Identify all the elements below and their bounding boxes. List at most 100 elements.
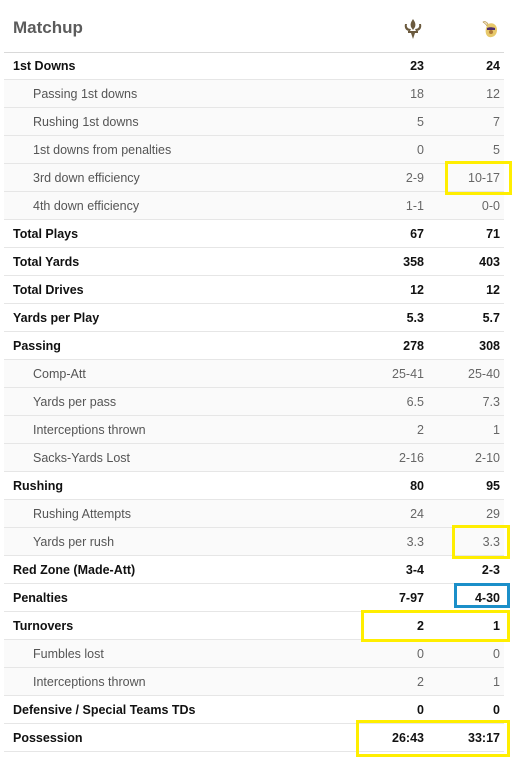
stat-row: Defensive / Special Teams TDs 0 0	[4, 696, 504, 724]
saints-value: 0	[417, 703, 424, 717]
vikings-value: 1	[493, 423, 500, 437]
saints-value: 0	[417, 143, 424, 157]
saints-value: 0	[417, 647, 424, 661]
stat-row: Total Yards 358 403	[4, 248, 504, 276]
vikings-value: 0-0	[481, 199, 500, 213]
stat-row: Fumbles lost 0 0	[4, 640, 504, 668]
stat-row: Rushing 1st downs 5 7	[4, 108, 504, 136]
saints-value: 3.3	[406, 535, 424, 549]
saints-value: 23	[410, 59, 424, 73]
saints-value: 7-97	[398, 591, 424, 605]
vikings-value: 24	[486, 59, 500, 73]
saints-value: 2-9	[405, 171, 424, 185]
stat-label: Red Zone (Made-Att)	[13, 563, 136, 577]
saints-value: 12	[410, 283, 424, 297]
vikings-value: 2-3	[481, 563, 500, 577]
stat-label: 4th down efficiency	[33, 199, 140, 213]
vikings-value: 5.7	[482, 311, 500, 325]
stat-label: Defensive / Special Teams TDs	[13, 703, 196, 717]
stat-row: Red Zone (Made-Att) 3-4 2-3	[4, 556, 504, 584]
stat-label: Interceptions thrown	[33, 423, 146, 437]
stat-label: Passing 1st downs	[33, 87, 138, 101]
saints-value: 2	[417, 423, 424, 437]
saints-value: 26:43	[392, 731, 424, 745]
stat-label: Turnovers	[13, 619, 74, 633]
saints-value: 25-41	[392, 367, 424, 381]
stat-row: 4th down efficiency 1-1 0-0	[4, 192, 504, 220]
stat-row: 1st downs from penalties 0 5	[4, 136, 504, 164]
vikings-value: 0	[493, 647, 500, 661]
vikings-logo-icon	[482, 21, 497, 38]
saints-value: 358	[403, 255, 424, 269]
stat-label: Rushing 1st downs	[33, 115, 139, 129]
vikings-value: 12	[486, 87, 500, 101]
vikings-value: 2-10	[474, 451, 500, 465]
stat-label: Rushing Attempts	[33, 507, 131, 521]
stats-table: 1st Downs 23 24 Passing 1st downs 18 12 Rushin…	[4, 52, 504, 752]
stat-row: Passing 1st downs 18 12	[4, 80, 504, 108]
matchup-title: Matchup	[13, 18, 83, 37]
stat-row: 3rd down efficiency 2-9 10-17	[4, 164, 504, 192]
vikings-value: 5	[493, 143, 500, 157]
stat-label: 1st Downs	[13, 59, 76, 73]
vikings-value: 33:17	[468, 731, 500, 745]
stat-label: Passing	[13, 339, 61, 353]
saints-value: 2-16	[398, 451, 424, 465]
stat-row: Interceptions thrown 2 1	[4, 668, 504, 696]
saints-value: 278	[403, 339, 424, 353]
stat-label: Possession	[13, 731, 83, 745]
stat-row: Rushing 80 95	[4, 472, 504, 500]
stat-label: Total Drives	[13, 283, 84, 297]
stat-row: Turnovers 2 1	[4, 612, 504, 640]
vikings-value: 71	[486, 227, 500, 241]
vikings-value: 25-40	[468, 367, 500, 381]
stat-label: Yards per rush	[33, 535, 115, 549]
stat-label: Fumbles lost	[33, 647, 104, 661]
stat-label: Comp-Att	[33, 367, 86, 381]
vikings-value: 7.3	[482, 395, 500, 409]
saints-value: 2	[417, 675, 424, 689]
stat-row: Passing 278 308	[4, 332, 504, 360]
saints-value: 6.5	[406, 395, 424, 409]
vikings-value: 1	[493, 675, 500, 689]
stat-label: 1st downs from penalties	[33, 143, 172, 157]
vikings-value: 403	[479, 255, 500, 269]
vikings-value: 3.3	[482, 535, 500, 549]
stat-label: Yards per pass	[33, 395, 117, 409]
vikings-value: 1	[493, 619, 500, 633]
stat-label: Rushing	[13, 479, 63, 493]
stat-label: Interceptions thrown	[33, 675, 146, 689]
saints-value: 80	[410, 479, 424, 493]
saints-value: 5	[417, 115, 424, 129]
stat-row: Rushing Attempts 24 29	[4, 500, 504, 528]
stat-row: Comp-Att 25-41 25-40	[4, 360, 504, 388]
stat-label: 3rd down efficiency	[33, 171, 140, 185]
matchup-header: Matchup	[4, 6, 504, 53]
stat-row: Total Plays 67 71	[4, 220, 504, 248]
stat-row: Yards per Play 5.3 5.7	[4, 304, 504, 332]
saints-logo-icon	[404, 19, 422, 39]
vikings-value: 95	[486, 479, 500, 493]
saints-value: 5.3	[406, 311, 424, 325]
stat-row: Possession 26:43 33:17	[4, 724, 504, 752]
stat-row: Yards per pass 6.5 7.3	[4, 388, 504, 416]
stat-label: Yards per Play	[13, 311, 100, 325]
stat-label: Penalties	[13, 591, 68, 605]
vikings-value: 4-30	[474, 591, 500, 605]
stat-label: Sacks-Yards Lost	[33, 451, 131, 465]
vikings-value: 10-17	[468, 171, 500, 185]
saints-value: 1-1	[405, 199, 424, 213]
stat-row: Total Drives 12 12	[4, 276, 504, 304]
stat-row: Penalties 7-97 4-30	[4, 584, 504, 612]
stat-row: Interceptions thrown 2 1	[4, 416, 504, 444]
stat-label: Total Plays	[13, 227, 79, 241]
stat-row: Yards per rush 3.3 3.3	[4, 528, 504, 556]
stat-row: Sacks-Yards Lost 2-16 2-10	[4, 444, 504, 472]
stat-label: Total Yards	[13, 255, 80, 269]
vikings-value: 7	[493, 115, 500, 129]
saints-value: 18	[410, 87, 424, 101]
vikings-value: 12	[486, 283, 500, 297]
vikings-value: 0	[493, 703, 500, 717]
saints-value: 24	[410, 507, 424, 521]
saints-value: 67	[410, 227, 424, 241]
